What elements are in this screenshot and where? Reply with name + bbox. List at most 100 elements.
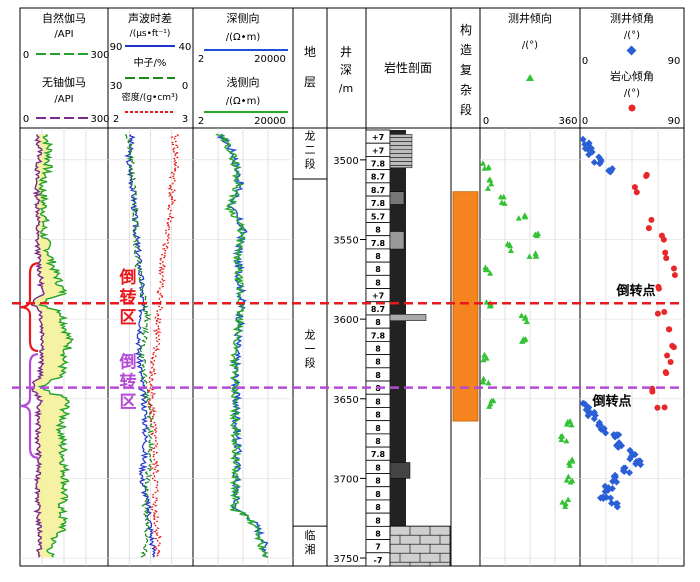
dip-direction-point xyxy=(563,477,570,483)
core-angle-point xyxy=(655,285,662,292)
depth-tick-label: 3700 xyxy=(333,474,358,485)
legend-core-angle-marker xyxy=(628,104,636,112)
header-shallow-res-min: 2 xyxy=(198,116,204,127)
litho-label: 7.8 xyxy=(371,239,386,248)
header-density-max: 3 xyxy=(182,114,188,125)
header-complex-char: 杂 xyxy=(460,83,472,97)
dip-angle-point xyxy=(590,158,598,166)
dip-direction-point xyxy=(484,185,491,191)
depth-tick-label: 3600 xyxy=(333,315,358,326)
strata-label-char: 湘 xyxy=(305,542,316,556)
header-no-u-gamma-max: 300 xyxy=(90,114,109,125)
dip-direction-point xyxy=(482,264,489,270)
dip-direction-point xyxy=(480,160,486,166)
inversion-zone-2-label: 倒 xyxy=(119,353,137,373)
litho-label: 8 xyxy=(375,411,381,420)
header-dip-angle-unit: /(°) xyxy=(624,30,640,41)
core-angle-point xyxy=(669,342,676,349)
dip-angle-point xyxy=(613,503,621,511)
dip-direction-point xyxy=(569,458,576,464)
core-angle-point xyxy=(643,173,650,180)
strata-label-char: 段 xyxy=(305,156,316,170)
dip-direction-point xyxy=(507,247,514,253)
dip-angle-point xyxy=(637,461,645,469)
dip-angle-point xyxy=(585,404,593,412)
dip-direction-point xyxy=(565,496,572,503)
dip-angle-point xyxy=(625,469,633,477)
core-angle-point xyxy=(670,265,677,272)
dip-angle-point xyxy=(618,442,626,450)
litho-label: 8 xyxy=(375,226,381,235)
header-complex-char: 构 xyxy=(460,22,472,37)
dip-angle-point xyxy=(590,415,598,423)
litho-label: -7 xyxy=(374,556,383,565)
litho-band xyxy=(389,191,405,205)
legend-dip-angle-marker xyxy=(626,45,637,56)
dip-direction-point xyxy=(569,477,576,484)
core-angle-point xyxy=(667,358,674,365)
litho-label: 5.7 xyxy=(371,212,385,221)
inversion-zone-2-label: 转 xyxy=(120,372,137,393)
data-layer: 龙二段龙一段临湘350035503600365037003750+7+77.88… xyxy=(27,129,678,567)
litho-band xyxy=(389,231,405,250)
strata-label-char: 临 xyxy=(305,528,316,542)
header-dip-angle-min-2: 0 xyxy=(582,116,588,127)
dip-angle-point xyxy=(626,455,634,463)
strata-label-char: 二 xyxy=(305,143,316,156)
header-complex-char: 复 xyxy=(460,63,472,77)
dip-angle-point xyxy=(601,488,609,496)
litho-label: +7 xyxy=(372,146,384,155)
header-core-angle-unit: /(°) xyxy=(624,88,640,99)
core-angle-point xyxy=(666,326,673,333)
dip-direction-point xyxy=(481,352,488,358)
dip-angle-point xyxy=(597,157,605,165)
inversion-zone-1-label: 倒 xyxy=(119,268,137,288)
core-angle-point xyxy=(662,249,669,256)
header-no-u-gamma-title: 无铀伽马 xyxy=(42,75,86,89)
core-angle-point xyxy=(654,404,661,411)
dip-angle-point xyxy=(619,467,627,475)
header-complex-char: 段 xyxy=(460,102,472,117)
strata-label-char: 一 xyxy=(305,343,316,356)
dip-angle-point xyxy=(579,135,587,143)
litho-label: +7 xyxy=(372,292,384,301)
dip-direction-point xyxy=(568,421,575,428)
core-angle-point xyxy=(663,370,670,377)
dip-direction-point xyxy=(562,500,569,507)
litho-label: 8 xyxy=(375,278,381,287)
dip-angle-point xyxy=(610,473,618,481)
litho-column xyxy=(390,130,406,527)
litho-label: 7 xyxy=(375,543,381,552)
dip-direction-point xyxy=(480,375,487,382)
series-sonic xyxy=(123,134,157,558)
complex-zone-bar xyxy=(452,191,479,422)
litho-label: 8 xyxy=(375,516,381,525)
header-density-title: 密度/(g•cm³) xyxy=(122,91,178,103)
core-angle-point xyxy=(633,189,640,196)
litho-band xyxy=(389,134,413,169)
dip-direction-point xyxy=(522,314,529,320)
header-core-angle-title: 岩心倾角 xyxy=(610,69,654,83)
dip-angle-point xyxy=(607,494,615,502)
dip-direction-point xyxy=(488,180,495,187)
litho-label: 8 xyxy=(375,437,381,446)
dip-direction-point xyxy=(487,270,494,276)
header-density-min: 2 xyxy=(113,114,119,125)
litho-label: 8 xyxy=(375,345,381,354)
dip-direction-point xyxy=(515,215,522,221)
series-no-u-gamma xyxy=(27,134,45,558)
inversion-zone-1-label: 区 xyxy=(120,308,137,328)
litho-label: 8 xyxy=(375,252,381,261)
header-dip-angle-max: 90 xyxy=(668,56,681,67)
litho-label: 8 xyxy=(375,529,381,538)
dip-direction-point xyxy=(533,253,540,259)
dip-direction-point xyxy=(562,503,569,509)
header-dip-angle-title: 测井倾角 xyxy=(610,11,654,25)
inversion-zone-1-brace xyxy=(19,262,39,353)
dip-direction-point xyxy=(487,302,494,308)
dip-direction-point xyxy=(521,213,528,219)
strata-label-char: 龙 xyxy=(305,329,316,342)
core-angle-point xyxy=(664,352,671,359)
